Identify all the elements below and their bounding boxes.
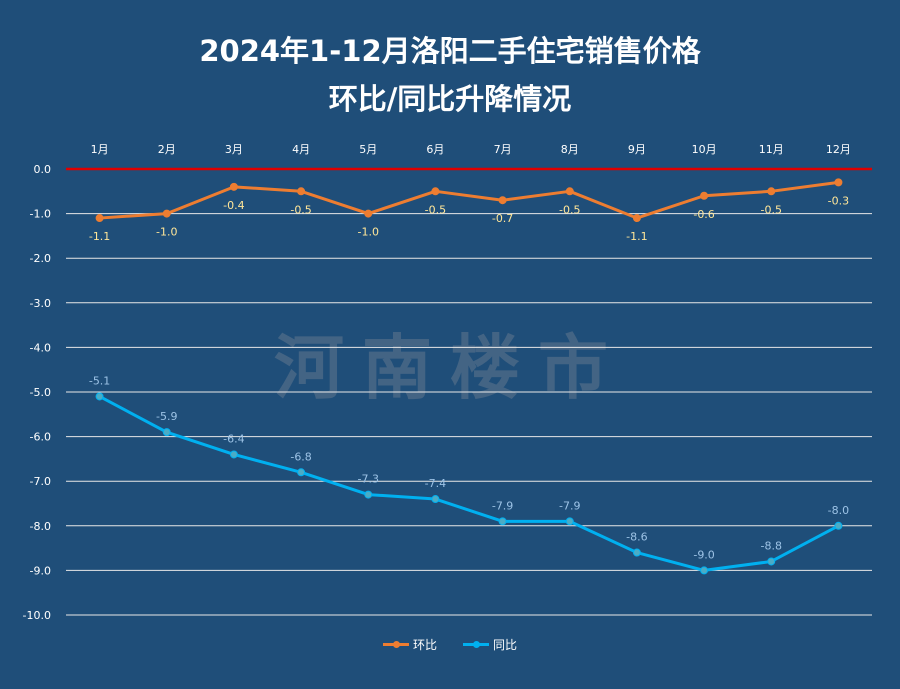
data-point xyxy=(297,187,306,196)
data-label: -0.6 xyxy=(693,208,714,221)
x-tick-label: 10月 xyxy=(692,143,717,156)
legend-item[interactable]: 同比 xyxy=(463,636,517,653)
y-tick-label: -4.0 xyxy=(30,341,51,354)
data-point xyxy=(162,209,171,218)
data-label: -0.7 xyxy=(492,212,513,225)
data-label: -1.0 xyxy=(156,226,177,239)
y-tick-label: -1.0 xyxy=(30,208,51,221)
data-point xyxy=(700,566,709,575)
data-point xyxy=(834,178,843,187)
series-line-环比 xyxy=(99,180,839,220)
x-tick-label: 11月 xyxy=(759,143,784,156)
y-tick-label: -2.0 xyxy=(30,252,51,265)
data-label: -0.5 xyxy=(425,203,446,216)
y-tick-label: -7.0 xyxy=(30,475,51,488)
x-tick-label: 6月 xyxy=(426,143,444,156)
series-line-同比 xyxy=(98,395,840,572)
x-tick-label: 9月 xyxy=(628,143,646,156)
data-label: -7.3 xyxy=(358,473,379,486)
data-label: -1.1 xyxy=(626,230,647,243)
x-tick-label: 2月 xyxy=(158,143,176,156)
data-label: -8.8 xyxy=(761,539,782,552)
data-label: -7.4 xyxy=(425,477,446,490)
data-label: -0.3 xyxy=(828,194,849,207)
legend-item[interactable]: 环比 xyxy=(382,636,437,653)
data-point xyxy=(229,182,238,191)
legend-swatch xyxy=(463,640,489,648)
data-label: -6.8 xyxy=(290,450,311,463)
legend-label: 同比 xyxy=(493,638,518,652)
data-point xyxy=(162,428,171,437)
data-label: -0.4 xyxy=(223,199,244,212)
x-tick-label: 5月 xyxy=(359,143,377,156)
data-point xyxy=(431,187,440,196)
x-tick-label: 8月 xyxy=(561,143,579,156)
data-point xyxy=(229,450,238,459)
legend-label: 环比 xyxy=(412,638,437,652)
data-label: -1.1 xyxy=(89,230,110,243)
data-label: -0.5 xyxy=(559,203,580,216)
data-point xyxy=(767,187,776,196)
data-label: -0.5 xyxy=(290,203,311,216)
x-tick-label: 1月 xyxy=(91,143,109,156)
watermark: 河南楼市 xyxy=(274,327,626,409)
data-point xyxy=(95,214,104,223)
data-point xyxy=(565,187,574,196)
y-tick-label: -3.0 xyxy=(30,297,51,310)
chart-subtitle: 环比/同比升降情况 xyxy=(328,82,572,116)
data-point xyxy=(834,521,843,530)
data-point xyxy=(767,557,776,566)
y-tick-label: -9.0 xyxy=(30,564,51,577)
y-tick-label: -5.0 xyxy=(30,386,51,399)
x-tick-label: 3月 xyxy=(225,143,243,156)
data-point xyxy=(95,392,104,401)
data-label: -7.9 xyxy=(559,499,580,512)
data-label: -5.1 xyxy=(89,374,110,387)
data-label: -6.4 xyxy=(223,432,244,445)
data-label: -1.0 xyxy=(358,226,379,239)
x-tick-label: 12月 xyxy=(826,143,851,156)
y-tick-label: -8.0 xyxy=(30,520,51,533)
data-label: -0.5 xyxy=(761,203,782,216)
data-label: -9.0 xyxy=(693,548,714,561)
y-tick-label: -10.0 xyxy=(23,609,51,622)
data-point xyxy=(498,517,507,526)
x-tick-label: 4月 xyxy=(292,143,310,156)
x-tick-label: 7月 xyxy=(494,143,512,156)
y-tick-label: -6.0 xyxy=(30,431,51,444)
data-label: -8.0 xyxy=(828,504,849,517)
data-point xyxy=(297,468,306,477)
data-point xyxy=(632,214,641,223)
y-tick-label: 0.0 xyxy=(34,163,52,176)
data-point xyxy=(364,209,373,218)
data-point xyxy=(632,548,641,557)
data-point xyxy=(498,196,507,205)
data-label: -7.9 xyxy=(492,499,513,512)
legend-swatch xyxy=(382,640,409,648)
data-point xyxy=(364,490,373,499)
data-point xyxy=(565,517,574,526)
data-point xyxy=(700,191,709,200)
legend: 环比 同比 xyxy=(0,636,900,653)
chart-title: 2024年1-12月洛阳二手住宅销售价格 xyxy=(199,34,701,68)
data-label: -5.9 xyxy=(156,410,177,423)
data-label: -8.6 xyxy=(626,531,647,544)
data-point xyxy=(431,495,440,504)
